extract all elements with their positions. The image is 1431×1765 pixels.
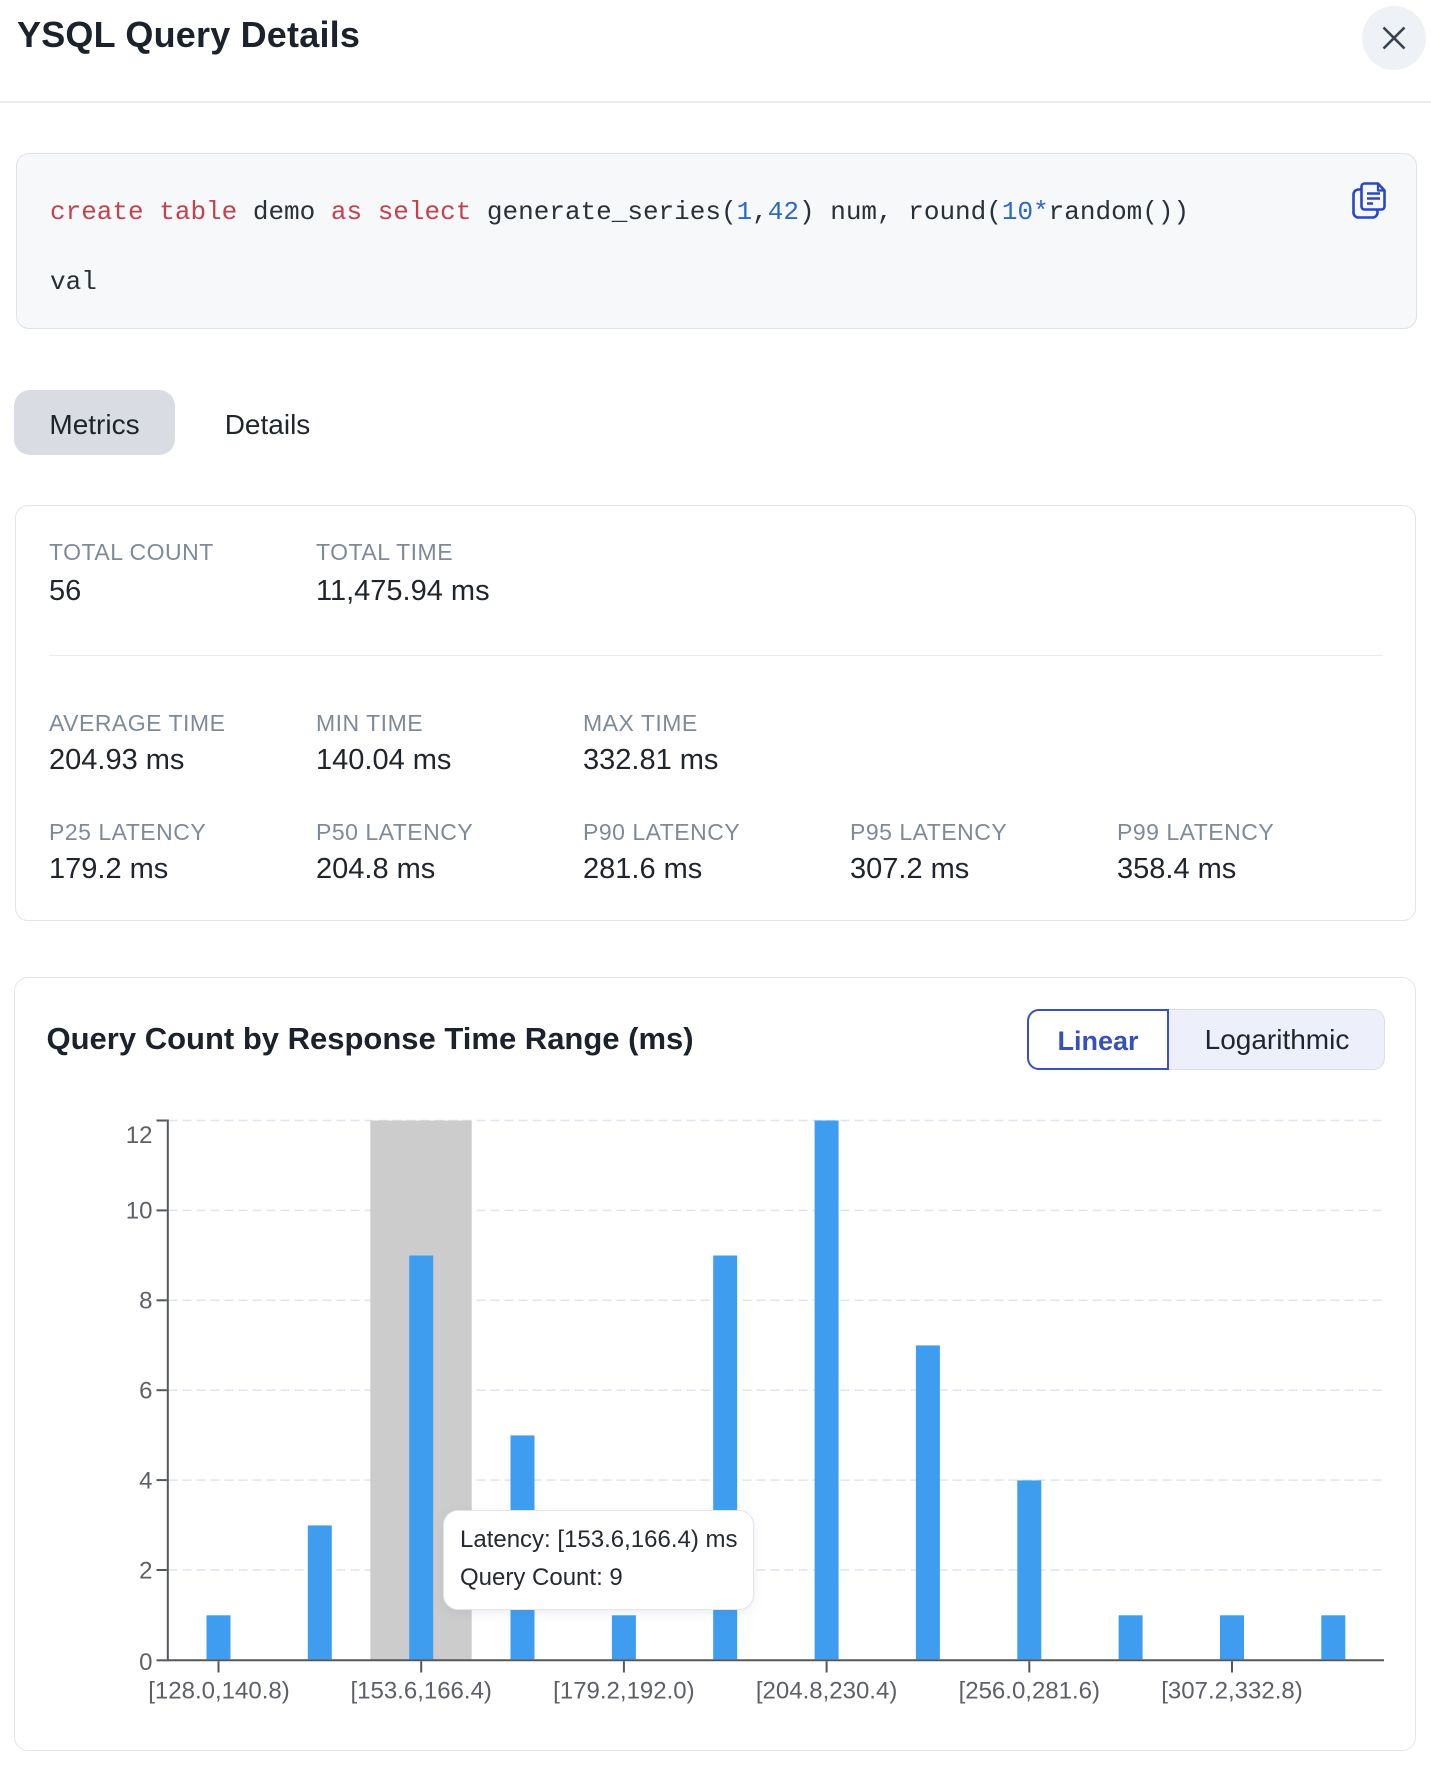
svg-text:[307.2,332.8): [307.2,332.8) bbox=[1161, 1678, 1302, 1705]
svg-text:10: 10 bbox=[126, 1198, 153, 1225]
svg-text:0: 0 bbox=[139, 1649, 152, 1676]
svg-text:12: 12 bbox=[126, 1122, 153, 1149]
svg-text:4: 4 bbox=[139, 1467, 152, 1494]
svg-text:[128.0,140.8): [128.0,140.8) bbox=[148, 1678, 289, 1705]
svg-text:[204.8,230.4): [204.8,230.4) bbox=[756, 1678, 897, 1705]
svg-text:[179.2,192.0): [179.2,192.0) bbox=[553, 1678, 694, 1705]
svg-text:8: 8 bbox=[139, 1288, 152, 1315]
svg-text:2: 2 bbox=[139, 1557, 152, 1584]
svg-text:[153.6,166.4): [153.6,166.4) bbox=[350, 1678, 491, 1705]
svg-text:6: 6 bbox=[139, 1378, 152, 1405]
svg-text:[256.0,281.6): [256.0,281.6) bbox=[959, 1678, 1100, 1705]
